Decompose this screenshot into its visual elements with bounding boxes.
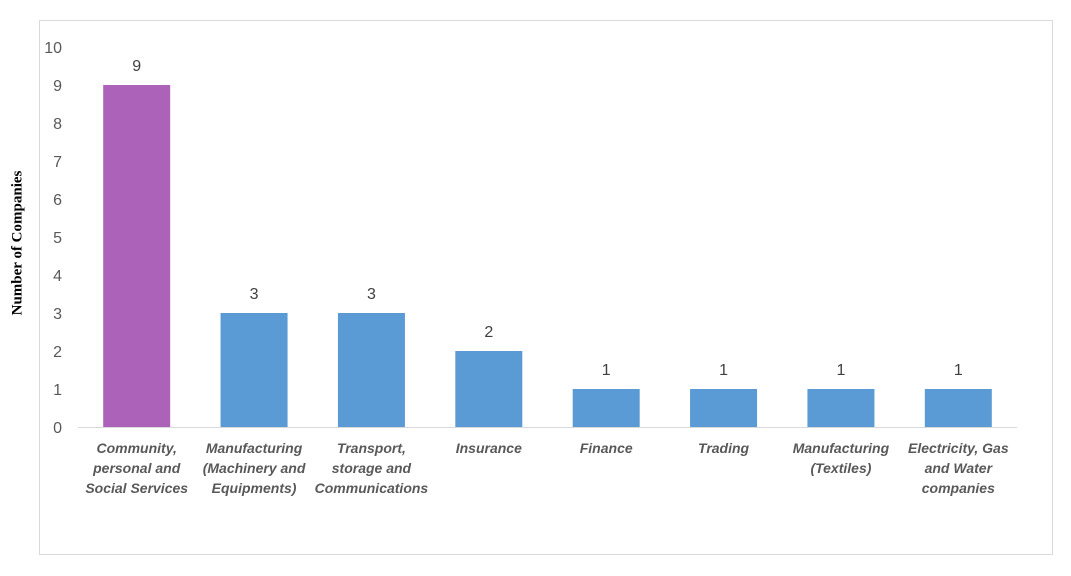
bar xyxy=(924,389,992,427)
x-tick-label-line: Insurance xyxy=(456,440,522,456)
x-tick-label: Community, personal and Social Services xyxy=(85,440,188,496)
x-tick-label: Manufacturing (Machinery and Equipments) xyxy=(203,440,306,496)
x-tick-label: Trading xyxy=(698,440,750,456)
data-label: 1 xyxy=(954,362,963,379)
x-tick-label-line: and Water xyxy=(925,460,994,476)
x-tick-label-line: companies xyxy=(922,480,995,496)
x-tick-label-line: Community, xyxy=(97,440,177,456)
y-tick-label: 4 xyxy=(53,268,62,285)
x-tick-label-line: Electricity, Gas xyxy=(908,440,1009,456)
data-label: 3 xyxy=(250,286,259,303)
chart-area xyxy=(39,20,1053,555)
x-tick-label: Insurance xyxy=(456,440,522,456)
bar xyxy=(103,85,171,427)
x-tick-label-line: Transport, xyxy=(337,440,406,456)
data-label: 2 xyxy=(484,324,493,341)
y-tick-label: 2 xyxy=(53,344,62,361)
y-tick-label: 1 xyxy=(53,382,62,399)
x-tick-label: Electricity, Gas and Water companies xyxy=(908,440,1009,496)
y-tick-label: 9 xyxy=(53,78,62,95)
data-label: 9 xyxy=(132,58,141,75)
y-tick-label: 8 xyxy=(53,116,62,133)
bar xyxy=(807,389,875,427)
x-tick-label-line: (Machinery and xyxy=(203,460,306,476)
x-tick-label-line: personal and xyxy=(92,460,181,476)
x-tick-label-line: Finance xyxy=(580,440,633,456)
data-label: 3 xyxy=(367,286,376,303)
x-tick-label-line: Communications xyxy=(315,480,429,496)
y-tick-label: 3 xyxy=(53,306,62,323)
x-tick-label-line: Equipments) xyxy=(212,480,297,496)
data-label: 1 xyxy=(836,362,845,379)
y-tick-label: 5 xyxy=(53,230,62,247)
bar xyxy=(690,389,758,427)
x-tick-label-line: Manufacturing xyxy=(206,440,303,456)
y-tick-label: 7 xyxy=(53,154,62,171)
bar xyxy=(337,313,405,427)
x-tick-label-line: Manufacturing xyxy=(793,440,890,456)
y-tick-label: 0 xyxy=(53,420,62,437)
y-tick-label: 10 xyxy=(44,40,62,57)
x-tick-label-line: Social Services xyxy=(85,480,188,496)
bar xyxy=(572,389,640,427)
data-label: 1 xyxy=(719,362,728,379)
data-label: 1 xyxy=(602,362,611,379)
x-tick-label-line: (Textiles) xyxy=(810,460,871,476)
x-tick-label: Manufacturing (Textiles) xyxy=(793,440,890,476)
bar xyxy=(455,351,523,427)
x-tick-label: Transport, storage and Communications xyxy=(315,440,429,496)
x-tick-label: Finance xyxy=(580,440,633,456)
x-tick-label-line: storage and xyxy=(332,460,412,476)
y-tick-label: 6 xyxy=(53,192,62,209)
bar xyxy=(220,313,288,427)
x-tick-label-line: Trading xyxy=(698,440,750,456)
